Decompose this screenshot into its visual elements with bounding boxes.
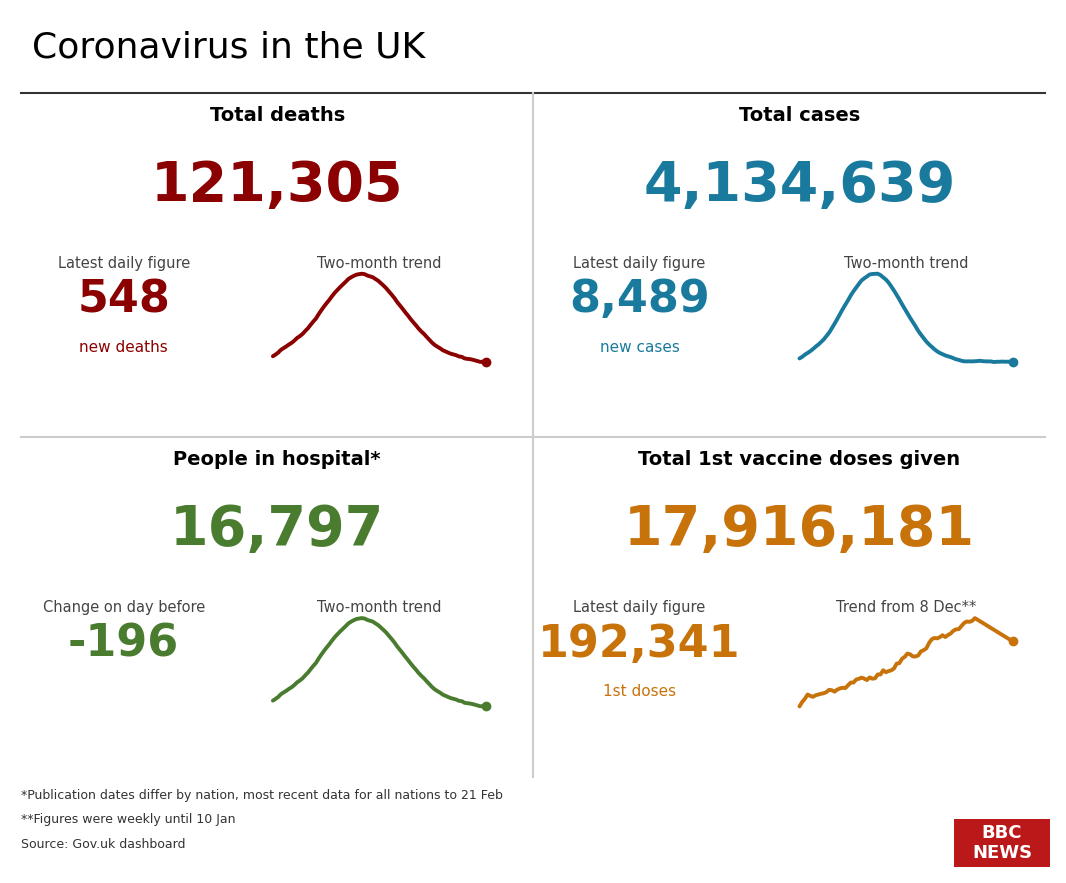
- Text: 548: 548: [77, 278, 171, 321]
- Text: Coronavirus in the UK: Coronavirus in the UK: [32, 31, 425, 65]
- Text: Source: Gov.uk dashboard: Source: Gov.uk dashboard: [21, 838, 185, 851]
- Text: Latest daily figure: Latest daily figure: [58, 256, 190, 271]
- Text: new deaths: new deaths: [79, 340, 168, 355]
- Text: BBC
NEWS: BBC NEWS: [972, 824, 1032, 862]
- Text: Two-month trend: Two-month trend: [318, 256, 441, 271]
- Text: Latest daily figure: Latest daily figure: [574, 600, 706, 615]
- Text: new cases: new cases: [600, 340, 679, 355]
- Text: 17,916,181: 17,916,181: [624, 503, 975, 557]
- Text: Two-month trend: Two-month trend: [844, 256, 968, 271]
- Text: 1st doses: 1st doses: [603, 684, 676, 699]
- Text: People in hospital*: People in hospital*: [174, 450, 381, 470]
- Text: Latest daily figure: Latest daily figure: [574, 256, 706, 271]
- Text: **Figures were weekly until 10 Jan: **Figures were weekly until 10 Jan: [21, 813, 236, 826]
- Text: 16,797: 16,797: [171, 503, 384, 557]
- Text: 192,341: 192,341: [538, 623, 741, 666]
- Text: 121,305: 121,305: [151, 159, 403, 213]
- FancyBboxPatch shape: [954, 819, 1050, 867]
- Text: -196: -196: [68, 623, 179, 666]
- Text: 4,134,639: 4,134,639: [644, 159, 955, 213]
- Text: Total 1st vaccine doses given: Total 1st vaccine doses given: [639, 450, 960, 470]
- Text: Trend from 8 Dec**: Trend from 8 Dec**: [836, 600, 976, 615]
- Text: Two-month trend: Two-month trend: [318, 600, 441, 615]
- Text: Change on day before: Change on day before: [43, 600, 205, 615]
- Text: Total deaths: Total deaths: [210, 106, 344, 125]
- Text: Total cases: Total cases: [739, 106, 860, 125]
- Text: *Publication dates differ by nation, most recent data for all nations to 21 Feb: *Publication dates differ by nation, mos…: [21, 789, 503, 802]
- Text: 8,489: 8,489: [569, 278, 710, 321]
